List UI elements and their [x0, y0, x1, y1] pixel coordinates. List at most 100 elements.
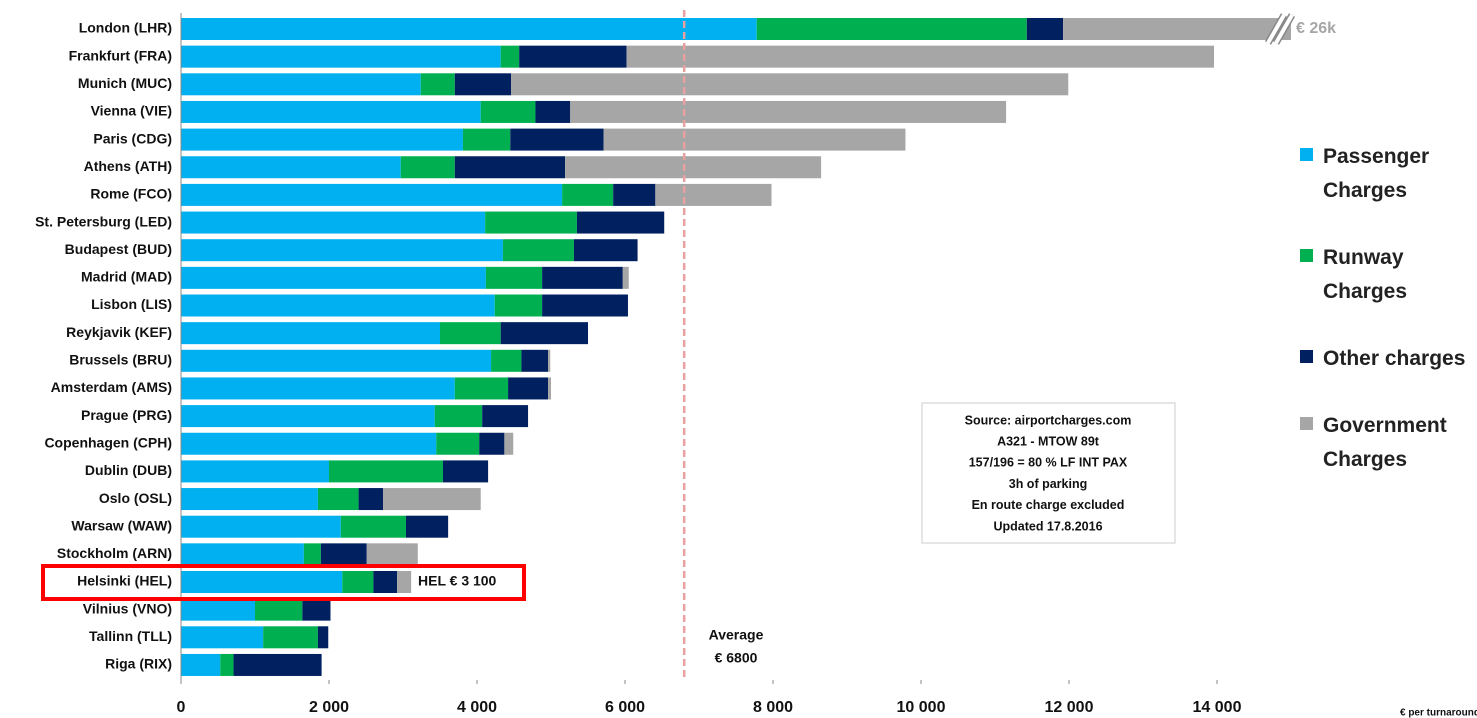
bar-segment: [511, 73, 1069, 96]
y-tick-label: Copenhagen (CPH): [44, 434, 172, 450]
x-tick-label: 2 000: [309, 699, 349, 716]
bar-segment: [181, 128, 463, 151]
y-tick-label: Helsinki (HEL): [77, 573, 172, 589]
bar-segment: [491, 349, 522, 372]
bar-segment: [603, 128, 906, 151]
x-axis-label: € per turnaround: [1400, 708, 1477, 718]
bar-segment: [542, 294, 628, 317]
bar-segment: [655, 183, 772, 206]
y-tick-label: Reykjavik (KEF): [66, 324, 172, 340]
bar-segment: [181, 211, 486, 234]
legend-swatch: [1300, 148, 1313, 161]
bar-segment: [573, 239, 638, 262]
bar-segment: [383, 488, 481, 511]
bar-segment: [340, 515, 406, 538]
bar-segment: [756, 18, 1027, 40]
bar-segment: [613, 183, 656, 206]
y-tick-label: Amsterdam (AMS): [51, 379, 172, 395]
bar-segment: [181, 653, 221, 676]
bar-segment: [181, 183, 563, 206]
legend-label: Runway Charges: [1323, 246, 1408, 303]
bar-segment: [181, 156, 401, 179]
y-tick-label: Oslo (OSL): [99, 490, 172, 506]
bar-segment: [494, 294, 543, 317]
bar-segment: [220, 653, 234, 676]
x-tick-label: 8 000: [753, 699, 793, 716]
x-tick-label: 6 000: [605, 699, 645, 716]
bar-segment: [570, 100, 1007, 123]
y-tick-label: St. Petersburg (LED): [35, 213, 172, 229]
bar-segment: [181, 322, 440, 345]
y-tick-label: Vienna (VIE): [91, 103, 172, 119]
y-tick-label: Dublin (DUB): [85, 462, 172, 478]
source-line: Updated 17.8.2016: [993, 519, 1102, 533]
axis-break: [1274, 14, 1294, 44]
bar-segment: [181, 73, 421, 96]
bar-segment: [576, 211, 665, 234]
bar-segment: [480, 100, 536, 123]
bar-segment: [479, 432, 505, 455]
legend-item: Runway Charges: [1300, 241, 1477, 309]
bar-segment: [366, 543, 418, 566]
y-tick-label: Athens (ATH): [84, 158, 172, 174]
bar-segment: [181, 460, 329, 483]
bar-segment: [329, 460, 443, 483]
bar-segment: [181, 488, 318, 511]
bar-segment: [420, 73, 455, 96]
x-tick-label: 10 000: [897, 699, 946, 716]
legend-swatch: [1300, 417, 1313, 430]
y-tick-label: Budapest (BUD): [65, 241, 172, 257]
bar-segment: [626, 45, 1215, 68]
y-tick-label: Paris (CDG): [93, 130, 172, 146]
bar-segment: [562, 183, 614, 206]
bar-segment: [485, 211, 577, 234]
bar-segment: [233, 653, 322, 676]
bar-segment: [400, 156, 455, 179]
bar-segment: [504, 432, 514, 455]
highlight-label: HEL € 3 100: [418, 573, 497, 589]
bar-segment: [181, 432, 437, 455]
bar-segment: [485, 266, 543, 289]
bar-segment: [317, 626, 329, 649]
y-tick-label: Riga (RIX): [105, 656, 172, 672]
y-tick-label: London (LHR): [79, 20, 172, 36]
bar-segment: [317, 488, 359, 511]
bar-segment: [181, 45, 501, 68]
y-tick-label: Brussels (BRU): [69, 352, 172, 368]
y-tick-label: Tallinn (TLL): [89, 628, 172, 644]
legend-label: Other charges: [1323, 347, 1466, 370]
axis-break: [1266, 14, 1286, 44]
bar-segment: [535, 100, 571, 123]
bar-segment: [397, 571, 412, 593]
bar-segment: [462, 128, 511, 151]
bar-segment: [181, 571, 343, 593]
bar-segment: [482, 405, 529, 428]
source-line: 3h of parking: [1009, 477, 1087, 491]
legend-swatch: [1300, 249, 1313, 262]
source-line: En route charge excluded: [972, 498, 1125, 512]
bar-segment: [303, 543, 321, 566]
bar-segment: [454, 73, 512, 96]
overflow-label: € 26k: [1296, 20, 1336, 37]
bar-segment: [373, 571, 398, 593]
source-line: A321 - MTOW 89t: [997, 434, 1100, 448]
bar-segment: [181, 405, 435, 428]
bar-segment: [1063, 18, 1291, 40]
bar-segment: [302, 598, 331, 621]
bar-segment: [181, 266, 486, 289]
bar-segment: [454, 156, 566, 179]
bar-segment: [500, 45, 520, 68]
source-box: [921, 402, 1176, 544]
y-tick-label: Madrid (MAD): [81, 269, 172, 285]
bar-segment: [434, 405, 483, 428]
average-label: € 6800: [715, 650, 758, 666]
bar-segment: [442, 460, 489, 483]
bar-segment: [320, 543, 367, 566]
y-tick-label: Frankfurt (FRA): [69, 47, 172, 63]
bar-segment: [181, 515, 341, 538]
legend-item: Passenger Charges: [1300, 140, 1477, 208]
bar-segment: [622, 266, 629, 289]
bar-segment: [454, 377, 509, 400]
bar-segment: [405, 515, 449, 538]
